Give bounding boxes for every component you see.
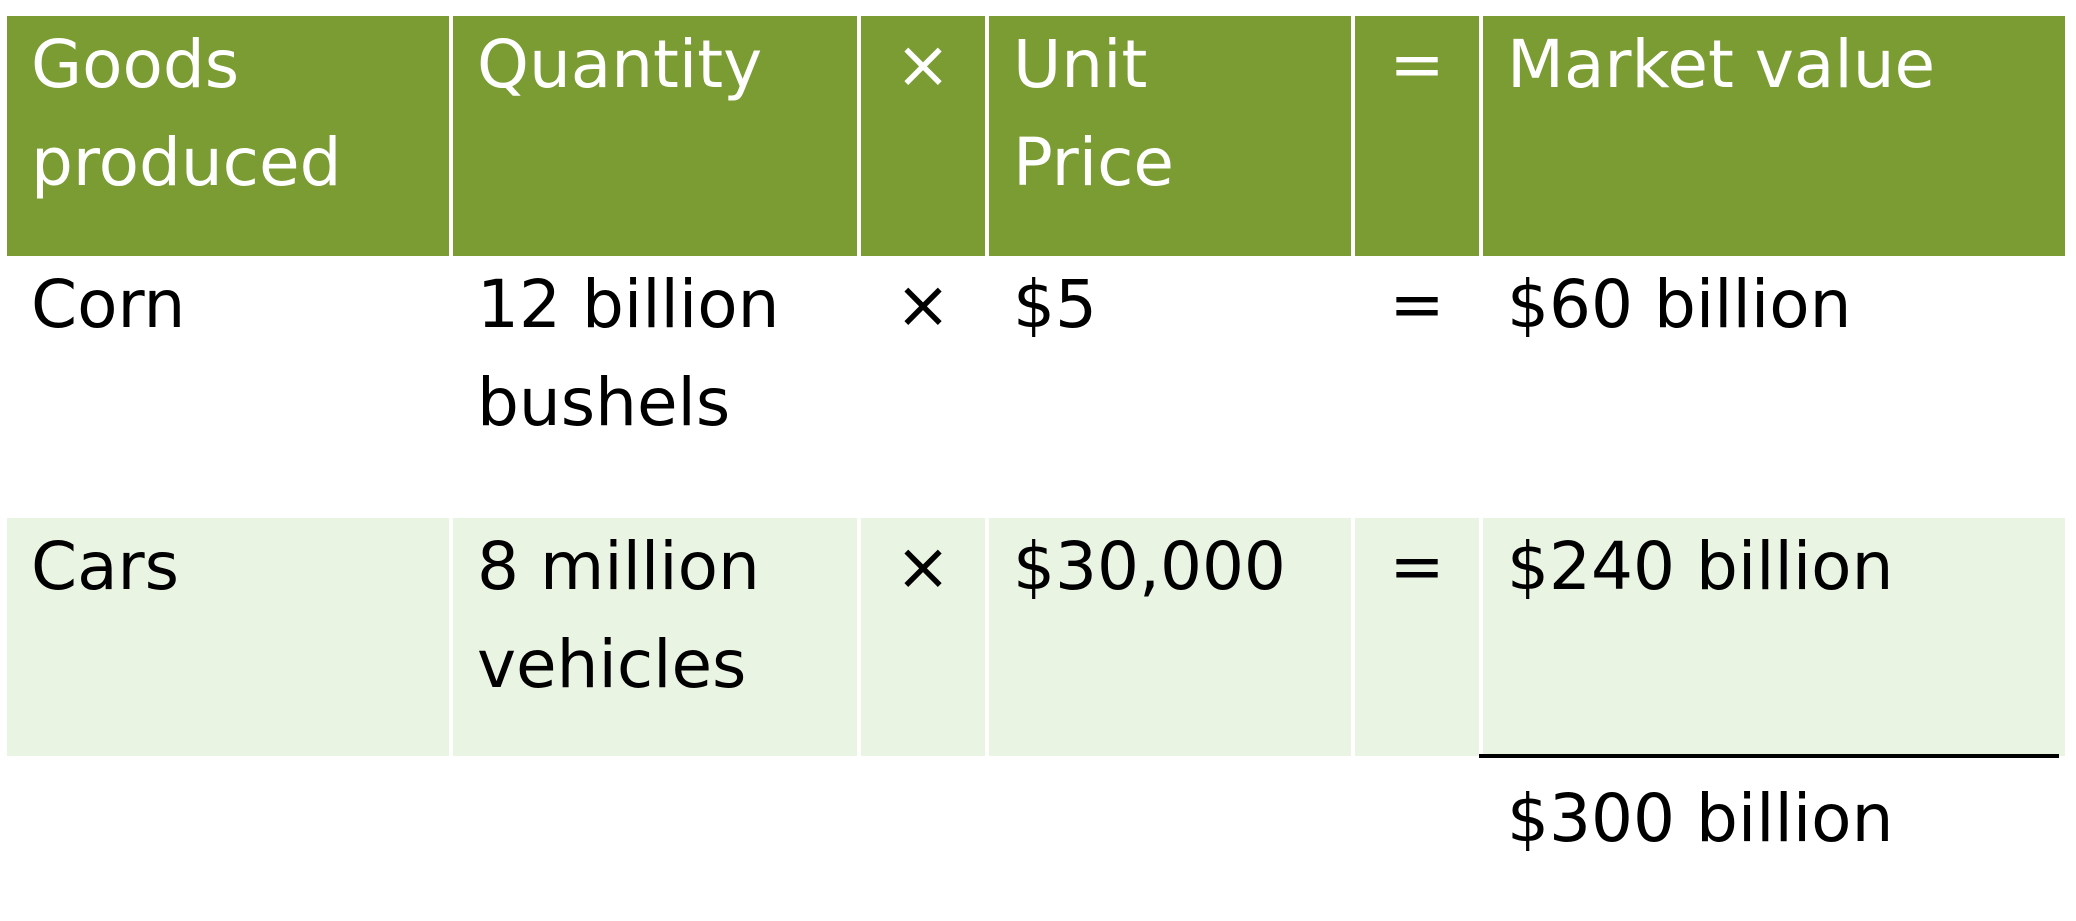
header-equals: = [1355, 16, 1483, 256]
row2-unit-price: $30,000 [1013, 528, 1286, 605]
cell-times: × [861, 256, 989, 514]
row1-unit-price: $5 [1013, 266, 1097, 343]
header-market-value: Market value [1483, 16, 2065, 256]
header-quantity: Quantity [453, 16, 861, 256]
cell-equals: = [1355, 256, 1483, 514]
row1-quantity-line1: 12 billion [477, 266, 780, 343]
cell-quantity: 8 million vehicles [453, 514, 861, 756]
row2-times-symbol: × [895, 528, 951, 605]
row2-equals-symbol: = [1389, 528, 1445, 605]
table-row: Cars 8 million vehicles × $30,000 = $240… [7, 514, 2065, 756]
header-market-value-label: Market value [1507, 26, 1936, 103]
row1-market-value: $60 billion [1507, 266, 1852, 343]
cell-market-value: $240 billion [1483, 514, 2065, 756]
row2-market-value: $240 billion [1507, 528, 1894, 605]
row1-times-symbol: × [895, 266, 951, 343]
header-times: × [861, 16, 989, 256]
total-market-value: $300 billion [1507, 780, 1894, 857]
row1-quantity-line2: bushels [477, 364, 731, 441]
table-row: Corn 12 billion bushels × $5 = $60 billi… [7, 256, 2065, 514]
header-times-symbol: × [895, 26, 951, 103]
cell-unit-price: $5 [989, 256, 1355, 514]
cell-times: × [861, 514, 989, 756]
cell-quantity: 12 billion bushels [453, 256, 861, 514]
header-goods-produced: Goods produced [7, 16, 453, 256]
header-quantity-label: Quantity [477, 26, 763, 103]
row1-goods: Corn [31, 266, 186, 343]
header-unit-price-label: Unit Price [1013, 26, 1175, 201]
header-equals-symbol: = [1389, 26, 1445, 103]
cell-goods: Cars [7, 514, 453, 756]
cell-goods: Corn [7, 256, 453, 514]
header-goods-label: Goods produced [31, 26, 342, 201]
table-header-row: Goods produced Quantity × Unit Price = M… [7, 16, 2065, 256]
market-value-table: Goods produced Quantity × Unit Price = M… [7, 16, 2065, 756]
total-underline [1479, 754, 2059, 758]
cell-market-value: $60 billion [1483, 256, 2065, 514]
row2-goods: Cars [31, 528, 180, 605]
row1-equals-symbol: = [1389, 266, 1445, 343]
row2-quantity-line1: 8 million [477, 528, 760, 605]
cell-equals: = [1355, 514, 1483, 756]
cell-unit-price: $30,000 [989, 514, 1355, 756]
row2-quantity-line2: vehicles [477, 626, 747, 703]
header-unit-price: Unit Price [989, 16, 1355, 256]
